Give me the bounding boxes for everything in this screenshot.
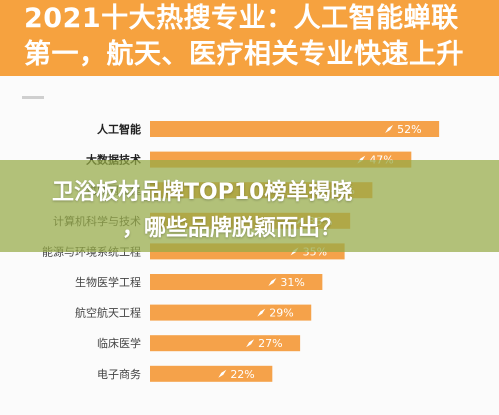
bar bbox=[150, 304, 312, 321]
rising-arrow-icon bbox=[218, 369, 227, 378]
value-label: 31% bbox=[280, 276, 304, 289]
chart-title-banner: 2021十大热搜专业：人工智能蝉联 第一，航天、医疗相关专业快速上升 bbox=[0, 0, 499, 76]
value-label: 27% bbox=[258, 337, 282, 350]
category-label: 航空航天工程 bbox=[75, 306, 141, 320]
category-label: 临床医学 bbox=[97, 336, 141, 350]
bar bbox=[150, 274, 323, 290]
category-label: 生物医学工程 bbox=[75, 275, 141, 289]
bar bbox=[150, 121, 440, 137]
chart-title-line-2: 第一，航天、医疗相关专业快速上升 bbox=[24, 39, 464, 70]
bar bbox=[150, 335, 301, 352]
bar bbox=[150, 365, 273, 382]
category-label: 电子商务 bbox=[97, 367, 141, 381]
rising-arrow-icon bbox=[257, 308, 266, 317]
chart-title-line-1: 2021十大热搜专业：人工智能蝉联 bbox=[24, 3, 459, 34]
value-label: 29% bbox=[269, 307, 293, 320]
value-label: 22% bbox=[230, 368, 254, 381]
rising-arrow-icon bbox=[268, 278, 277, 286]
rising-arrow-icon bbox=[385, 125, 394, 133]
divider bbox=[22, 96, 44, 99]
rising-arrow-icon bbox=[246, 339, 255, 348]
headline-line-2: ，哪些品牌脱颖而出？ bbox=[122, 216, 343, 241]
category-label: 人工智能 bbox=[97, 122, 141, 136]
headline-overlay: 卫浴板材品牌TOP10榜单揭晓 ，哪些品牌脱颖而出？ bbox=[0, 160, 499, 252]
value-label: 52% bbox=[397, 123, 421, 136]
headline-line-1: 卫浴板材品牌TOP10榜单揭晓 bbox=[52, 180, 353, 205]
